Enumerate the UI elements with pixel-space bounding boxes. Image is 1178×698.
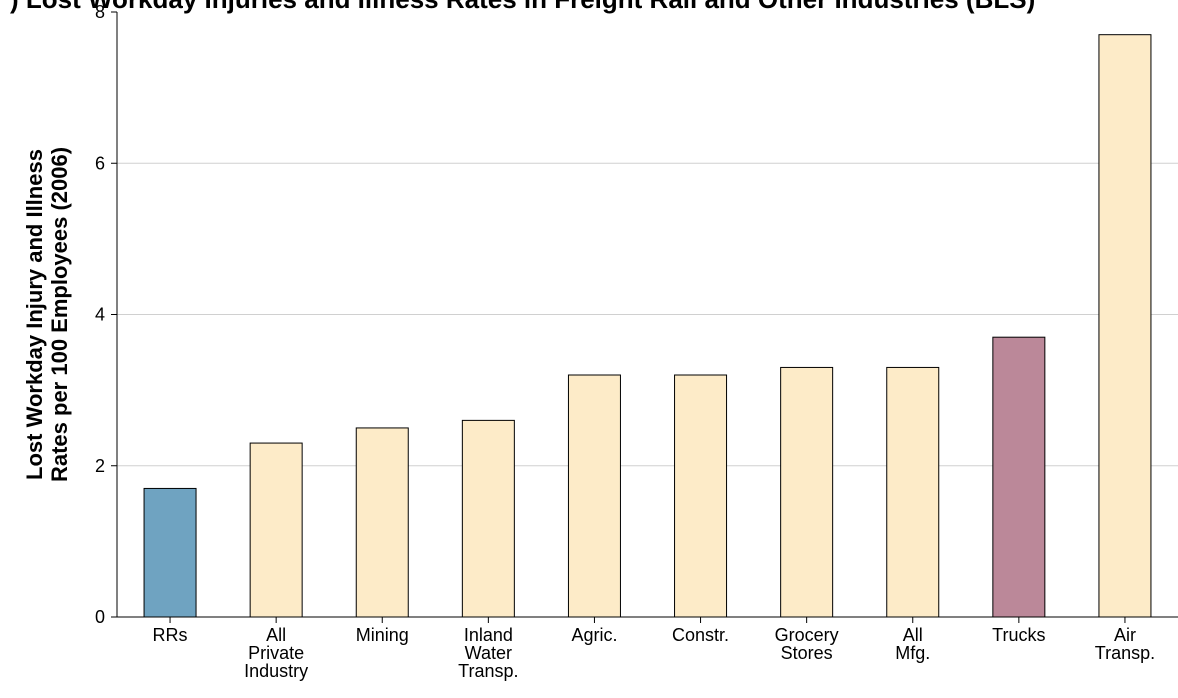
x-tick-label-0: RRs — [153, 625, 188, 645]
y-axis-title: Lost Workday Injury and IllnessRates per… — [22, 147, 72, 482]
x-tick-label-7: All Mfg. — [895, 625, 930, 663]
y-tick-label-0: 0 — [95, 607, 105, 627]
bar-9 — [1098, 34, 1152, 618]
x-tick-label-9: Air Transp. — [1095, 625, 1155, 663]
x-tick-label-5: Constr. — [672, 625, 729, 645]
bar-6 — [780, 366, 834, 618]
y-axis-label: Lost Workday Injury and IllnessRates per… — [22, 147, 72, 482]
x-tick-label-3: Inland Water Transp. — [458, 625, 518, 681]
y-tick-label-2: 4 — [95, 305, 105, 325]
x-tick-label-8: Trucks — [992, 625, 1045, 645]
x-tick-label-4: Agric. — [571, 625, 617, 645]
bar-0 — [143, 487, 197, 618]
bar-3 — [461, 419, 515, 618]
x-tick-label-2: Mining — [356, 625, 409, 645]
y-tick-label-3: 6 — [95, 153, 105, 173]
bar-7 — [886, 366, 940, 618]
bars — [143, 34, 1152, 618]
y-tick-label-1: 2 — [95, 456, 105, 476]
x-tick-label-1: All Private Industry — [244, 625, 308, 681]
bar-4 — [567, 374, 621, 618]
bar-5 — [674, 374, 728, 618]
bar-2 — [355, 427, 409, 618]
chart-title: ) Lost Workday Injuries and Illness Rate… — [10, 0, 1035, 14]
y-ticks: 0 2 4 6 8 — [95, 2, 117, 627]
x-categories: RRs All Private Industry Mining Inland Water Tr… — [153, 617, 1155, 681]
y-tick-label-4: 8 — [95, 2, 105, 22]
x-tick-label-6: Grocery Stores — [775, 625, 839, 663]
bar-1 — [249, 442, 303, 618]
bar-8 — [992, 336, 1046, 618]
